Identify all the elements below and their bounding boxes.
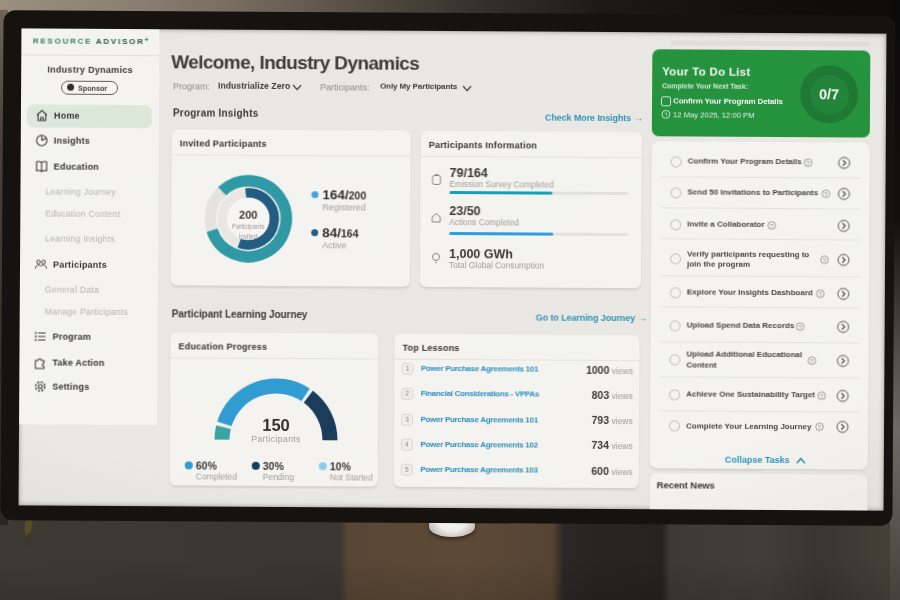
- svg-text:?: ?: [822, 257, 826, 263]
- svg-text:?: ?: [819, 291, 823, 297]
- svg-text:?: ?: [820, 392, 824, 398]
- svg-text:?: ?: [807, 159, 811, 165]
- svg-text:?: ?: [799, 324, 803, 330]
- svg-text:?: ?: [824, 191, 828, 197]
- svg-text:?: ?: [770, 222, 774, 228]
- svg-text:?: ?: [818, 424, 822, 430]
- svg-text:?: ?: [810, 358, 814, 364]
